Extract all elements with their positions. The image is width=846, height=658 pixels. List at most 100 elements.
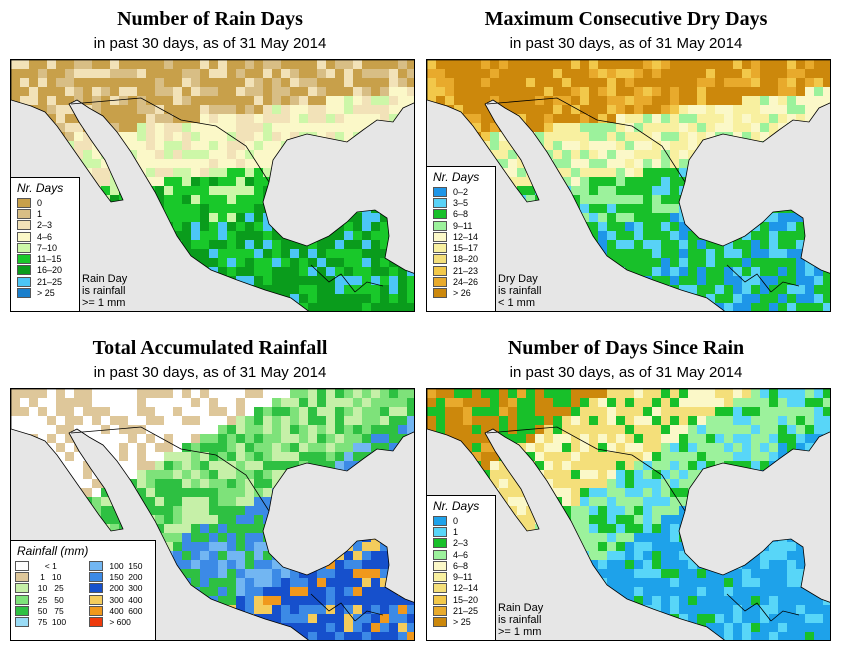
legend-item: 12–14 [427, 583, 495, 594]
legend-swatch [17, 276, 31, 287]
legend-swatch [433, 220, 447, 231]
legend-swatch [433, 288, 447, 299]
coastline [11, 389, 414, 640]
legend-total-rainfall: Rainfall (mm) < 1 100 150 1 10 150 200 1… [10, 540, 156, 641]
legend-item: 0 [427, 515, 495, 526]
legend-items: 0–2 3–5 6–8 9–11 12–14 15–17 18–20 21–23 24–26 > … [427, 186, 495, 299]
note-line: Rain Day [498, 602, 544, 614]
panel-rain-days: Number of Rain Days in past 30 days, as … [0, 0, 420, 329]
legend-item: 7–10 [11, 242, 79, 253]
panel-title: Total Accumulated Rainfall [92, 337, 328, 359]
note-line: is rainfall [82, 285, 126, 297]
legend-swatch [433, 572, 447, 583]
legend-item: 6–8 [427, 560, 495, 571]
legend-swatch [17, 242, 31, 253]
legend-label: 0–2 [453, 186, 469, 197]
legend-item: 6–8 [427, 209, 495, 220]
legend-item: 100 150 [85, 560, 155, 571]
legend-label: 15–17 [453, 243, 479, 254]
legend-item: 2–3 [427, 538, 495, 549]
legend-item: 1 10 [11, 571, 81, 582]
legend-swatch [433, 594, 447, 605]
legend-item: 400 600 [85, 605, 155, 616]
legend-swatch [89, 571, 103, 582]
legend-label: 12–14 [453, 583, 479, 594]
panel-subtitle: in past 30 days, as of 31 May 2014 [93, 35, 327, 52]
legend-swatch [15, 605, 29, 616]
legend-swatch [433, 560, 447, 571]
legend-swatch [433, 549, 447, 560]
legend-label: 21–25 [37, 276, 63, 287]
legend-items: < 1 100 150 1 10 150 200 10 25 200 300 2… [11, 560, 155, 628]
legend-item: > 25 [427, 617, 495, 628]
legend-swatch [433, 254, 447, 265]
legend-rain-days: Nr. Days 0 1 2–3 4–6 7–10 11–15 16–20 21–25 > 25 [10, 177, 80, 312]
legend-since-rain: Nr. Days 0 1 2–3 4–6 6–8 9–11 12–14 15–20 21–25 >… [426, 495, 496, 641]
legend-swatch [89, 605, 103, 616]
legend-label: 6–8 [453, 560, 469, 571]
legend-swatch [17, 220, 31, 231]
legend-label: 7–10 [37, 242, 58, 253]
note-dry-day: Dry Day is rainfall < 1 mm [498, 273, 541, 309]
legend-items: 0 1 2–3 4–6 6–8 9–11 12–14 15–20 21–25 > 25 [427, 515, 495, 628]
legend-swatch [433, 209, 447, 220]
legend-item: 16–20 [11, 265, 79, 276]
legend-label: 1 10 [33, 571, 62, 582]
note-line: Dry Day [498, 273, 538, 285]
legend-label: 75 100 [33, 617, 67, 628]
note-line: < 1 mm [498, 297, 535, 309]
legend-label: 3–5 [453, 197, 469, 208]
coastline [427, 60, 830, 311]
legend-item: 21–25 [11, 276, 79, 287]
legend-item: > 26 [427, 288, 495, 299]
legend-label: 24–26 [453, 277, 479, 288]
panel-since-rain: Number of Days Since Rain in past 30 day… [416, 329, 836, 658]
legend-item: < 1 [11, 560, 81, 571]
legend-swatch [17, 254, 31, 265]
legend-swatch [15, 571, 29, 582]
legend-label: > 25 [37, 288, 55, 299]
panel-subtitle: in past 30 days, as of 31 May 2014 [509, 364, 743, 381]
legend-label: 18–20 [453, 254, 479, 265]
country-borders [486, 426, 800, 622]
legend-label: 400 600 [107, 605, 143, 616]
legend-item: 150 200 [85, 571, 155, 582]
legend-swatch [433, 526, 447, 537]
legend-item: 0–2 [427, 186, 495, 197]
legend-label: 10 25 [33, 583, 64, 594]
note-rain-day: Rain Day is rainfall >= 1 mm [498, 602, 543, 638]
legend-label: 1 [453, 526, 459, 537]
legend-label: 100 150 [107, 560, 143, 571]
legend-label: 9–11 [453, 572, 473, 583]
legend-item: 21–23 [427, 265, 495, 276]
legend-dry-days: Nr. Days 0–2 3–5 6–8 9–11 12–14 15–17 18–20 21–… [426, 166, 496, 312]
legend-label: 0 [37, 197, 43, 208]
legend-swatch [433, 277, 447, 288]
legend-item: 200 300 [85, 583, 155, 594]
legend-item: 0 [11, 197, 79, 208]
legend-label: 2–3 [37, 220, 53, 231]
legend-swatch [15, 583, 29, 594]
legend-item: 3–5 [427, 197, 495, 208]
legend-label: 9–11 [453, 220, 473, 231]
legend-item: 2–3 [11, 220, 79, 231]
legend-swatch [433, 186, 447, 197]
legend-label: 11–15 [37, 254, 62, 265]
legend-swatch [17, 231, 31, 242]
panel-subtitle: in past 30 days, as of 31 May 2014 [509, 35, 743, 52]
legend-item: > 25 [11, 287, 79, 299]
legend-item: 15–17 [427, 242, 495, 254]
legend-item: 10 25 [11, 583, 81, 594]
note-line: is rainfall [498, 285, 542, 297]
legend-item: 15–20 [427, 594, 495, 605]
country-borders [70, 97, 384, 293]
legend-swatch [433, 617, 447, 628]
panel-total-rainfall: Total Accumulated Rainfall in past 30 da… [0, 329, 420, 658]
legend-title: Nr. Days [433, 499, 480, 513]
legend-swatch [15, 617, 29, 628]
legend-swatch [17, 288, 31, 299]
legend-label: < 1 [33, 560, 57, 571]
legend-label: 21–25 [453, 606, 479, 617]
legend-label: 4–6 [453, 549, 469, 560]
legend-item: 24–26 [427, 276, 495, 288]
